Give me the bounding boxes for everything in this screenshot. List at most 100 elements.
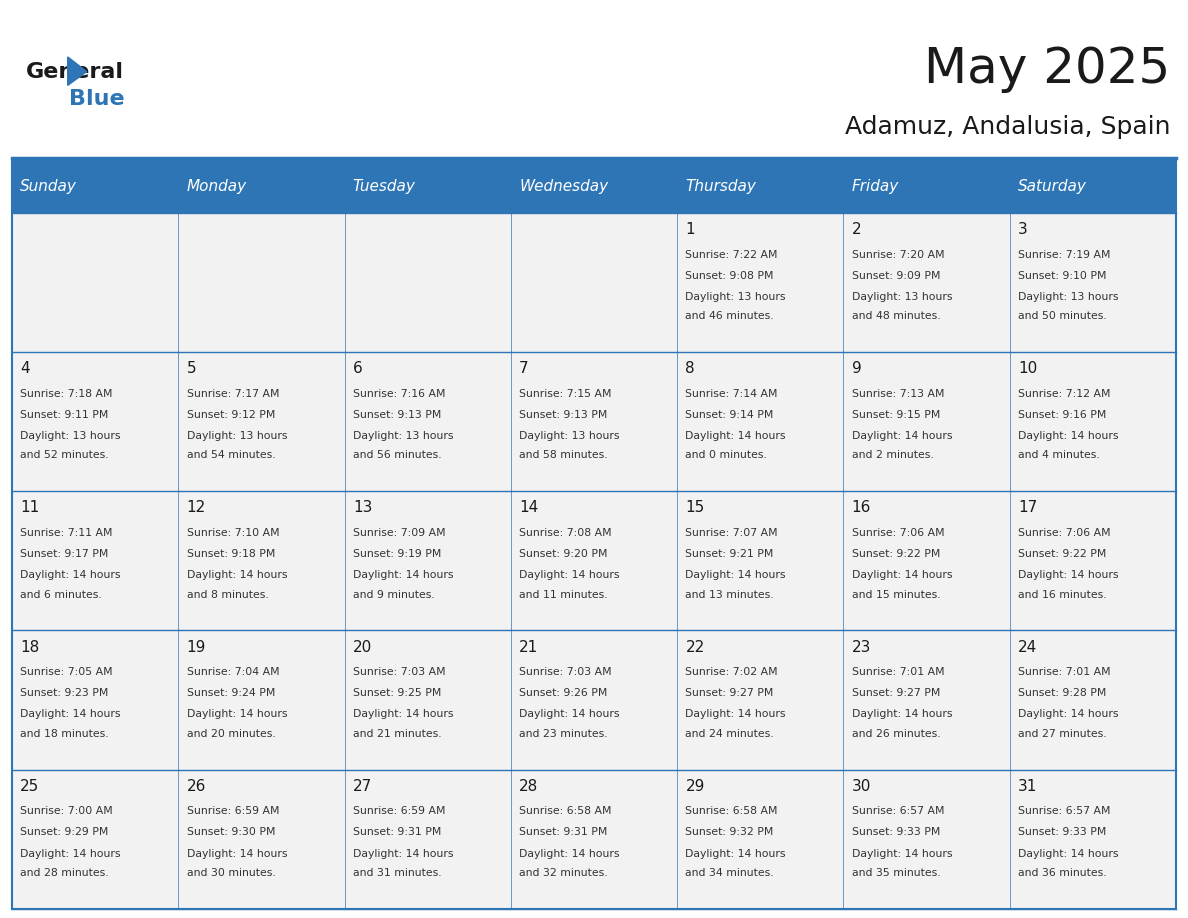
Text: Sunset: 9:32 PM: Sunset: 9:32 PM: [685, 827, 773, 837]
FancyBboxPatch shape: [511, 213, 677, 353]
FancyBboxPatch shape: [511, 353, 677, 491]
Text: Sunrise: 7:03 AM: Sunrise: 7:03 AM: [519, 667, 612, 677]
Text: and 0 minutes.: and 0 minutes.: [685, 451, 767, 460]
Text: and 11 minutes.: and 11 minutes.: [519, 589, 608, 599]
Text: 26: 26: [187, 778, 206, 794]
Text: Sunset: 9:22 PM: Sunset: 9:22 PM: [852, 549, 940, 559]
FancyBboxPatch shape: [511, 631, 677, 769]
Polygon shape: [68, 57, 87, 85]
Text: 3: 3: [1018, 222, 1028, 237]
FancyBboxPatch shape: [843, 353, 1010, 491]
Text: Daylight: 14 hours: Daylight: 14 hours: [852, 570, 953, 580]
Text: Sunset: 9:24 PM: Sunset: 9:24 PM: [187, 688, 274, 699]
Text: and 32 minutes.: and 32 minutes.: [519, 868, 608, 878]
Text: Daylight: 14 hours: Daylight: 14 hours: [685, 848, 786, 858]
FancyBboxPatch shape: [345, 769, 511, 909]
Text: 29: 29: [685, 778, 704, 794]
Text: 23: 23: [852, 640, 871, 655]
Text: 22: 22: [685, 640, 704, 655]
Text: Sunset: 9:20 PM: Sunset: 9:20 PM: [519, 549, 607, 559]
Text: Daylight: 13 hours: Daylight: 13 hours: [519, 431, 620, 441]
Text: Sunrise: 7:09 AM: Sunrise: 7:09 AM: [353, 528, 446, 538]
FancyBboxPatch shape: [178, 631, 345, 769]
Text: Daylight: 14 hours: Daylight: 14 hours: [353, 570, 454, 580]
Text: 18: 18: [20, 640, 39, 655]
Text: 13: 13: [353, 500, 372, 516]
Text: 1: 1: [685, 222, 695, 237]
Text: and 35 minutes.: and 35 minutes.: [852, 868, 941, 878]
Text: 27: 27: [353, 778, 372, 794]
Text: and 6 minutes.: and 6 minutes.: [20, 589, 102, 599]
Text: 4: 4: [20, 362, 30, 376]
FancyBboxPatch shape: [345, 631, 511, 769]
FancyBboxPatch shape: [1010, 353, 1176, 491]
Text: Daylight: 14 hours: Daylight: 14 hours: [1018, 570, 1119, 580]
FancyBboxPatch shape: [12, 491, 178, 631]
Text: and 30 minutes.: and 30 minutes.: [187, 868, 276, 878]
Text: 7: 7: [519, 362, 529, 376]
Text: and 46 minutes.: and 46 minutes.: [685, 311, 775, 321]
FancyBboxPatch shape: [511, 769, 677, 909]
Text: Sunset: 9:13 PM: Sunset: 9:13 PM: [519, 410, 607, 420]
Text: Sunset: 9:27 PM: Sunset: 9:27 PM: [852, 688, 940, 699]
Text: Sunset: 9:22 PM: Sunset: 9:22 PM: [1018, 549, 1106, 559]
Text: Sunrise: 7:07 AM: Sunrise: 7:07 AM: [685, 528, 778, 538]
Text: Monday: Monday: [187, 179, 247, 195]
Text: 25: 25: [20, 778, 39, 794]
Text: and 54 minutes.: and 54 minutes.: [187, 451, 276, 460]
Text: Sunrise: 7:18 AM: Sunrise: 7:18 AM: [20, 389, 113, 398]
Text: and 24 minutes.: and 24 minutes.: [685, 729, 775, 739]
FancyBboxPatch shape: [178, 161, 345, 213]
Text: General: General: [26, 62, 124, 82]
Text: Sunrise: 7:17 AM: Sunrise: 7:17 AM: [187, 389, 279, 398]
FancyBboxPatch shape: [345, 213, 511, 353]
Text: Sunrise: 6:59 AM: Sunrise: 6:59 AM: [353, 806, 446, 816]
Text: Sunset: 9:15 PM: Sunset: 9:15 PM: [852, 410, 940, 420]
Text: Sunset: 9:29 PM: Sunset: 9:29 PM: [20, 827, 108, 837]
FancyBboxPatch shape: [677, 769, 843, 909]
Text: and 9 minutes.: and 9 minutes.: [353, 589, 435, 599]
Text: 24: 24: [1018, 640, 1037, 655]
FancyBboxPatch shape: [677, 353, 843, 491]
Text: and 34 minutes.: and 34 minutes.: [685, 868, 775, 878]
Text: and 2 minutes.: and 2 minutes.: [852, 451, 934, 460]
FancyBboxPatch shape: [12, 769, 178, 909]
Text: Sunrise: 7:10 AM: Sunrise: 7:10 AM: [187, 528, 279, 538]
Text: and 50 minutes.: and 50 minutes.: [1018, 311, 1107, 321]
Text: 16: 16: [852, 500, 871, 516]
Text: Sunrise: 7:20 AM: Sunrise: 7:20 AM: [852, 250, 944, 260]
Text: Sunrise: 7:06 AM: Sunrise: 7:06 AM: [1018, 528, 1111, 538]
FancyBboxPatch shape: [843, 161, 1010, 213]
FancyBboxPatch shape: [677, 213, 843, 353]
Text: Sunrise: 7:22 AM: Sunrise: 7:22 AM: [685, 250, 778, 260]
Text: 14: 14: [519, 500, 538, 516]
Text: Blue: Blue: [69, 89, 125, 109]
Text: Sunset: 9:28 PM: Sunset: 9:28 PM: [1018, 688, 1106, 699]
Text: Wednesday: Wednesday: [519, 179, 608, 195]
Text: 20: 20: [353, 640, 372, 655]
Text: Daylight: 14 hours: Daylight: 14 hours: [1018, 431, 1119, 441]
Text: and 21 minutes.: and 21 minutes.: [353, 729, 442, 739]
Text: Friday: Friday: [852, 179, 899, 195]
Text: May 2025: May 2025: [924, 45, 1170, 93]
Text: 2: 2: [852, 222, 861, 237]
Text: Sunrise: 6:57 AM: Sunrise: 6:57 AM: [852, 806, 944, 816]
Text: Sunset: 9:31 PM: Sunset: 9:31 PM: [519, 827, 607, 837]
Text: Sunrise: 6:58 AM: Sunrise: 6:58 AM: [519, 806, 612, 816]
Text: and 20 minutes.: and 20 minutes.: [187, 729, 276, 739]
FancyBboxPatch shape: [1010, 769, 1176, 909]
Text: Sunset: 9:19 PM: Sunset: 9:19 PM: [353, 549, 441, 559]
Text: Sunset: 9:25 PM: Sunset: 9:25 PM: [353, 688, 441, 699]
Text: Sunrise: 7:19 AM: Sunrise: 7:19 AM: [1018, 250, 1111, 260]
Text: Sunrise: 7:12 AM: Sunrise: 7:12 AM: [1018, 389, 1111, 398]
FancyBboxPatch shape: [677, 491, 843, 631]
Text: Sunrise: 7:03 AM: Sunrise: 7:03 AM: [353, 667, 446, 677]
Text: and 8 minutes.: and 8 minutes.: [187, 589, 268, 599]
Text: Daylight: 14 hours: Daylight: 14 hours: [1018, 848, 1119, 858]
Text: Sunrise: 7:06 AM: Sunrise: 7:06 AM: [852, 528, 944, 538]
Text: Daylight: 14 hours: Daylight: 14 hours: [20, 848, 121, 858]
Text: 30: 30: [852, 778, 871, 794]
Text: Sunrise: 6:57 AM: Sunrise: 6:57 AM: [1018, 806, 1111, 816]
Text: and 52 minutes.: and 52 minutes.: [20, 451, 109, 460]
Text: Sunrise: 7:01 AM: Sunrise: 7:01 AM: [1018, 667, 1111, 677]
